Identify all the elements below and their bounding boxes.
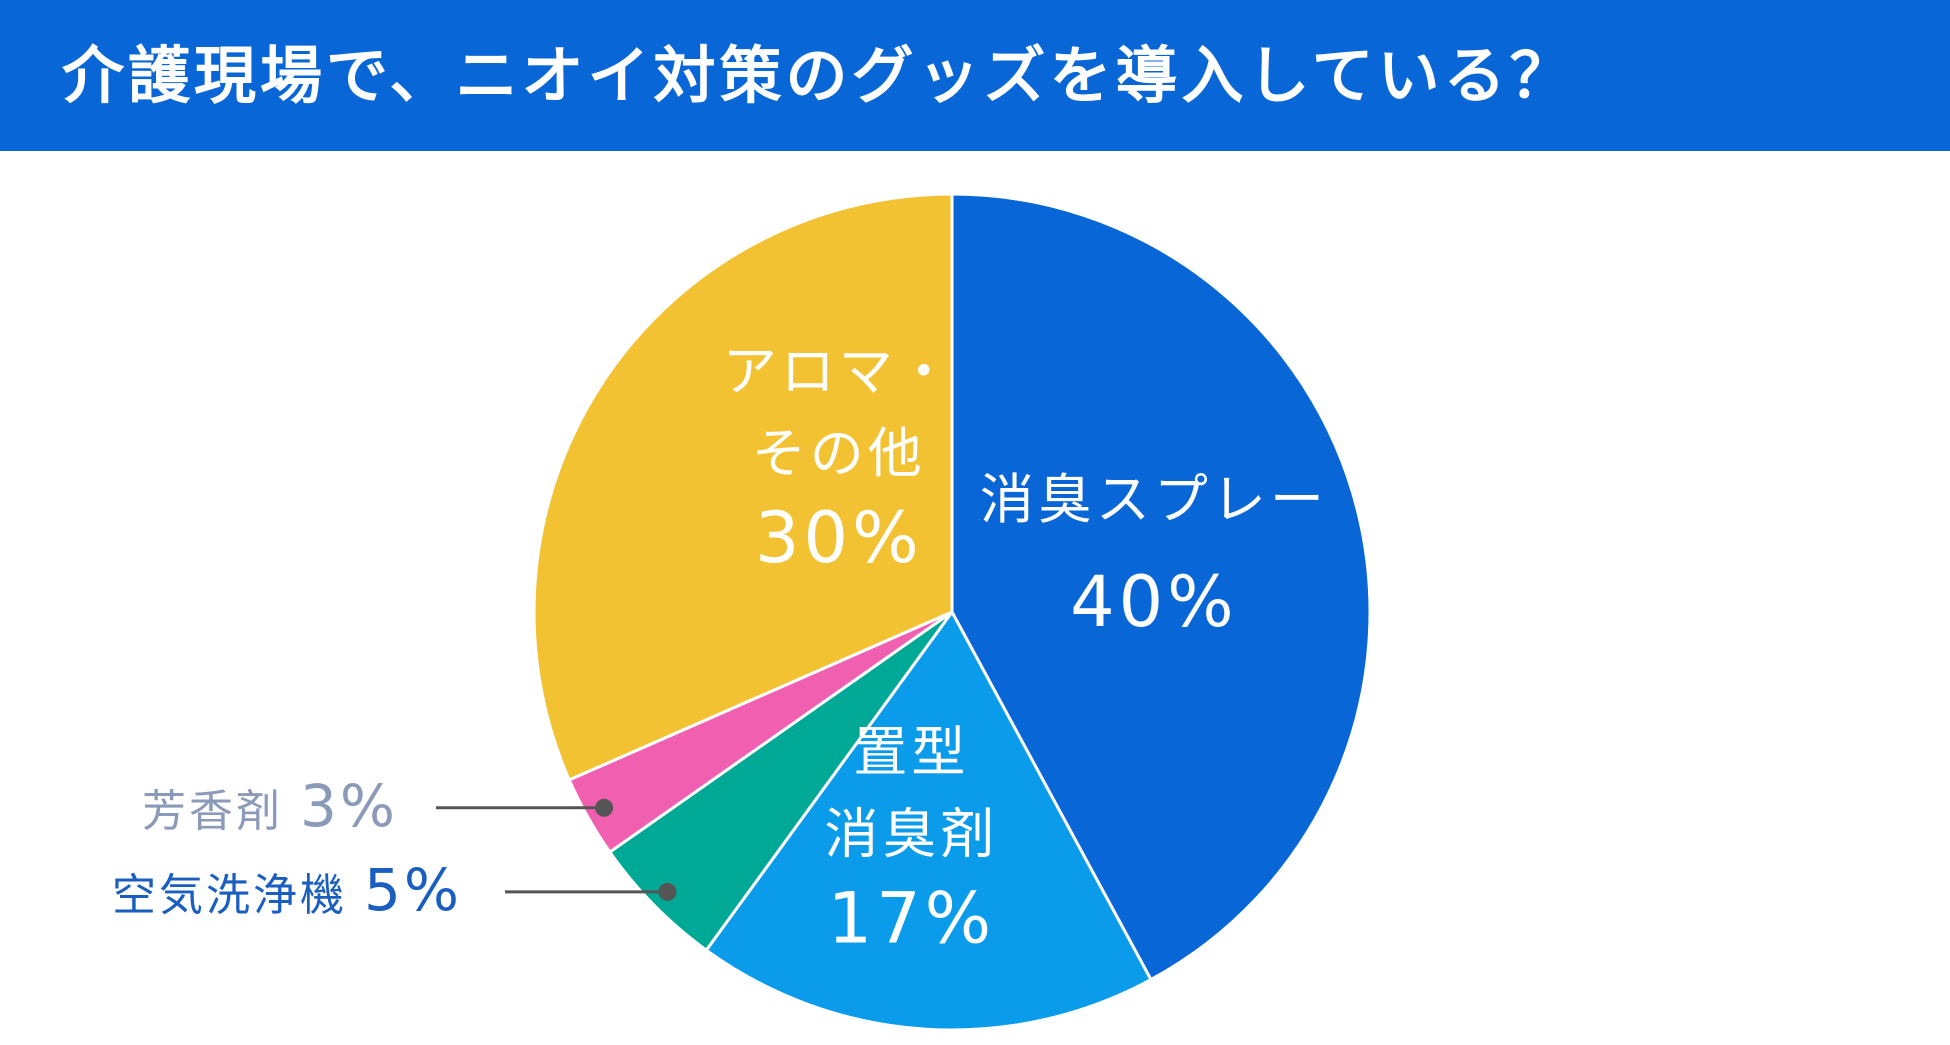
slice-label: 置型 [853,721,969,784]
slice-value-label: 40% [1070,561,1238,643]
slice-name: 空気洗浄機 [112,870,364,921]
pie-slice [532,192,954,782]
leader-dot [595,798,614,817]
pie-slice [704,609,1153,1032]
slice-value-label: 3% [300,772,398,840]
leader-dot [658,882,677,901]
slice-label: アロマ・ [723,340,955,403]
slice-label: 芳香剤 3% [142,772,398,840]
slice-label: 消臭剤 [824,803,998,866]
pie-slice [950,192,1372,982]
pie-slice [607,610,954,953]
slice-value-label: 17% [828,878,996,960]
slice-label: その他 [752,422,926,485]
slice-label: 空気洗浄機 5% [112,856,462,924]
slice-value-label: 5% [364,856,462,924]
slice-name: 芳香剤 [142,786,300,837]
slice-label: 消臭スプレー [980,468,1328,531]
slice-value-label: 30% [755,497,923,579]
chart-title: 介護現場で、ニオイ対策のグッズを導入している？ [62,39,1576,112]
title-bar: 介護現場で、ニオイ対策のグッズを導入している？ [0,0,1950,151]
